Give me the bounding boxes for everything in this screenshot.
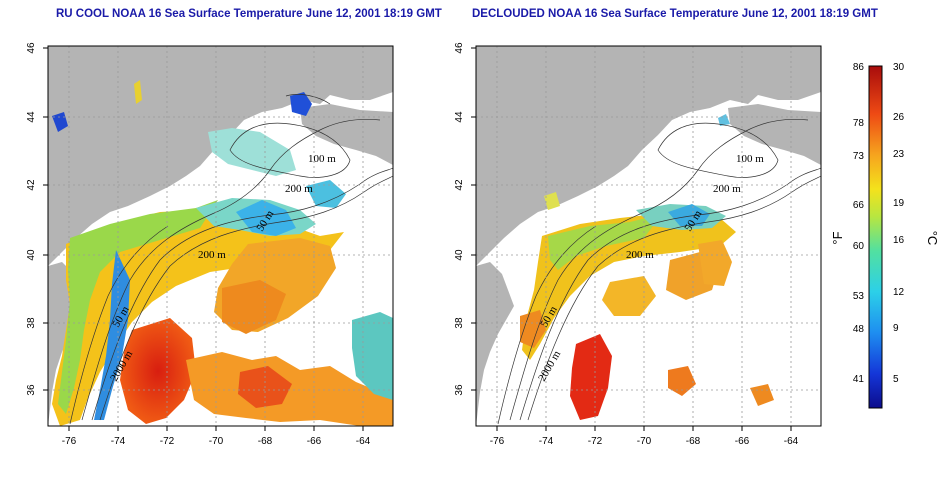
fahrenheit-tick-label: 66 bbox=[853, 200, 865, 211]
y-tick-label: 40 bbox=[26, 249, 37, 261]
celsius-tick-label: 19 bbox=[893, 198, 905, 209]
map-gridlines bbox=[476, 46, 821, 426]
map-frame bbox=[47, 45, 394, 427]
right-map-panel: 100 m 200 m 50 m 200 m 50 m 2000 m -76 -… bbox=[430, 0, 830, 480]
left-map-title: RU COOL NOAA 16 Sea Surface Temperature … bbox=[56, 8, 442, 20]
x-tick-label: -68 bbox=[258, 436, 273, 447]
map-gridlines bbox=[48, 46, 393, 426]
fahrenheit-unit-label: °F bbox=[830, 231, 845, 244]
right-map-svg: 100 m 200 m 50 m 200 m 50 m 2000 m -76 -… bbox=[454, 42, 822, 447]
x-tick-label: -72 bbox=[160, 436, 175, 447]
map-frame bbox=[475, 45, 822, 427]
contour-label: 200 m bbox=[198, 249, 226, 261]
y-tick-label: 42 bbox=[454, 179, 465, 191]
x-tick-label: -76 bbox=[62, 436, 77, 447]
y-tick-label: 36 bbox=[26, 384, 37, 396]
y-tick-label: 38 bbox=[454, 317, 465, 329]
x-tick-label: -74 bbox=[111, 436, 126, 447]
celsius-tick-label: 30 bbox=[893, 62, 905, 73]
x-tick-label: -76 bbox=[490, 436, 505, 447]
bathymetry-contours bbox=[69, 94, 394, 425]
celsius-tick-label: 9 bbox=[893, 323, 899, 334]
colorbar-svg: 86 78 73 66 60 53 48 41 30 26 23 19 16 1… bbox=[830, 62, 940, 409]
contour-label: 100 m bbox=[736, 153, 764, 165]
x-tick-label: -74 bbox=[539, 436, 554, 447]
x-tick-label: -72 bbox=[588, 436, 603, 447]
contour-label: 200 m bbox=[626, 249, 654, 261]
x-tick-label: -64 bbox=[784, 436, 799, 447]
y-tick-label: 44 bbox=[454, 111, 465, 123]
fahrenheit-tick-label: 53 bbox=[853, 291, 865, 302]
contour-label: 200 m bbox=[285, 183, 313, 195]
y-tick-label: 38 bbox=[26, 317, 37, 329]
sst-data-layer bbox=[52, 80, 393, 426]
sst-data-layer bbox=[520, 114, 774, 420]
left-map-svg: 100 m 200 m 50 m 200 m 50 m 2000 m -76 -… bbox=[26, 42, 394, 447]
celsius-tick-label: 26 bbox=[893, 112, 905, 123]
y-tick-label: 40 bbox=[454, 249, 465, 261]
fahrenheit-tick-label: 73 bbox=[853, 151, 865, 162]
bathymetry-contours bbox=[497, 118, 822, 425]
temperature-colorbar: 86 78 73 66 60 53 48 41 30 26 23 19 16 1… bbox=[830, 0, 948, 480]
fahrenheit-tick-label: 41 bbox=[853, 374, 865, 385]
left-map-panel: 100 m 200 m 50 m 200 m 50 m 2000 m -76 -… bbox=[0, 0, 400, 480]
x-tick-label: -68 bbox=[686, 436, 701, 447]
contour-label: 100 m bbox=[308, 153, 336, 165]
fahrenheit-tick-label: 60 bbox=[853, 241, 865, 252]
y-tick-label: 42 bbox=[26, 179, 37, 191]
celsius-tick-label: 16 bbox=[893, 235, 905, 246]
x-tick-label: -70 bbox=[637, 436, 652, 447]
celsius-tick-label: 12 bbox=[893, 287, 905, 298]
fahrenheit-tick-label: 48 bbox=[853, 324, 865, 335]
fahrenheit-ticks: 86 78 73 66 60 53 48 41 bbox=[853, 62, 865, 385]
right-map-title: DECLOUDED NOAA 16 Sea Surface Temperatur… bbox=[472, 8, 878, 20]
celsius-tick-label: 23 bbox=[893, 149, 905, 160]
fahrenheit-tick-label: 78 bbox=[853, 118, 865, 129]
celsius-ticks: 30 26 23 19 16 12 9 5 bbox=[893, 62, 905, 385]
y-tick-label: 44 bbox=[26, 111, 37, 123]
celsius-unit-label: °C bbox=[925, 231, 940, 246]
x-tick-label: -66 bbox=[735, 436, 750, 447]
y-tick-label: 46 bbox=[26, 42, 37, 54]
x-tick-label: -66 bbox=[307, 436, 322, 447]
fahrenheit-tick-label: 86 bbox=[853, 62, 865, 73]
y-axis bbox=[471, 47, 476, 391]
contour-label: 200 m bbox=[713, 183, 741, 195]
colorbar-gradient bbox=[868, 65, 883, 409]
y-axis bbox=[43, 47, 48, 391]
y-tick-label: 46 bbox=[454, 42, 465, 54]
x-tick-label: -64 bbox=[356, 436, 371, 447]
y-tick-label: 36 bbox=[454, 384, 465, 396]
x-axis bbox=[68, 426, 364, 431]
celsius-tick-label: 5 bbox=[893, 374, 899, 385]
x-tick-label: -70 bbox=[209, 436, 224, 447]
x-axis bbox=[496, 426, 792, 431]
